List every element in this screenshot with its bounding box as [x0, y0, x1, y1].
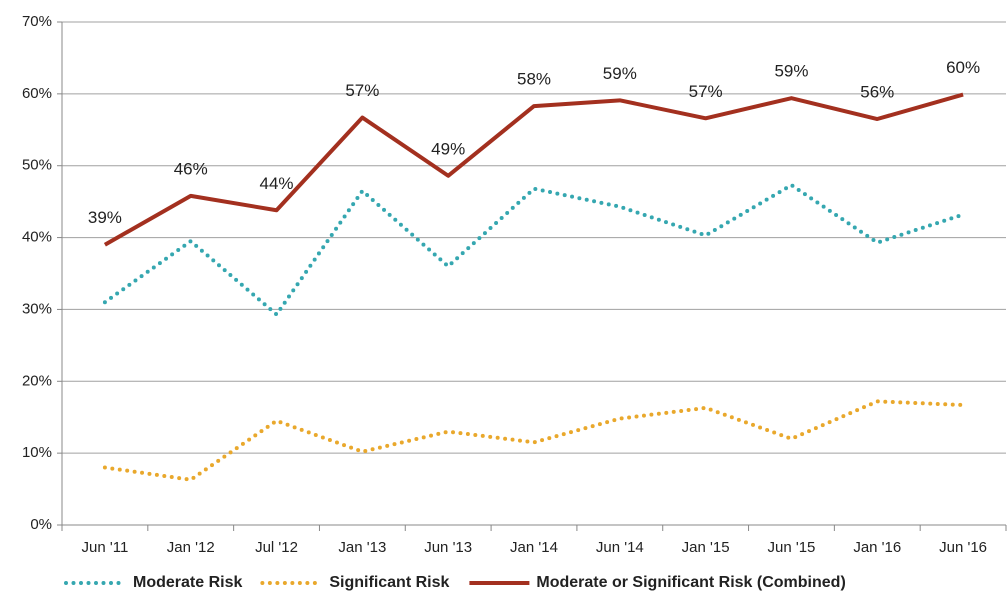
y-tick-label: 0% — [30, 516, 52, 533]
legend-label: Significant Risk — [329, 574, 449, 591]
y-tick-label: 70% — [22, 13, 52, 30]
y-tick-label: 50% — [22, 157, 52, 174]
data-label: 57% — [345, 81, 379, 100]
x-tick-label: Jan '14 — [510, 539, 558, 556]
x-tick-label: Jun '15 — [768, 539, 816, 556]
data-label: 56% — [860, 82, 894, 101]
data-label: 59% — [774, 62, 808, 81]
y-tick-label: 40% — [22, 229, 52, 246]
x-tick-label: Jan '15 — [682, 539, 730, 556]
y-tick-label: 10% — [22, 444, 52, 461]
data-label: 57% — [689, 82, 723, 101]
x-tick-label: Jun '14 — [596, 539, 644, 556]
x-tick-label: Jan '13 — [338, 539, 386, 556]
data-label: 49% — [431, 139, 465, 158]
x-tick-label: Jul '12 — [255, 539, 298, 556]
data-label: 44% — [260, 174, 294, 193]
series-line — [102, 399, 966, 482]
x-tick-label: Jun '16 — [939, 539, 987, 556]
x-tick-label: Jun '11 — [82, 539, 129, 556]
data-label: 59% — [603, 64, 637, 83]
x-tick-label: Jun '13 — [424, 539, 472, 556]
series-line — [103, 92, 964, 247]
x-tick-label: Jan '16 — [853, 539, 901, 556]
y-tick-label: 60% — [22, 85, 52, 102]
data-label: 46% — [174, 159, 208, 178]
data-label: 39% — [88, 208, 122, 227]
legend-label: Moderate or Significant Risk (Combined) — [536, 574, 845, 591]
y-tick-label: 20% — [22, 372, 52, 389]
data-label: 60% — [946, 58, 980, 77]
legend-label: Moderate Risk — [133, 574, 242, 591]
y-tick-label: 30% — [22, 300, 52, 317]
data-label: 58% — [517, 70, 551, 89]
series-line — [102, 182, 966, 318]
x-tick-label: Jan '12 — [167, 539, 215, 556]
